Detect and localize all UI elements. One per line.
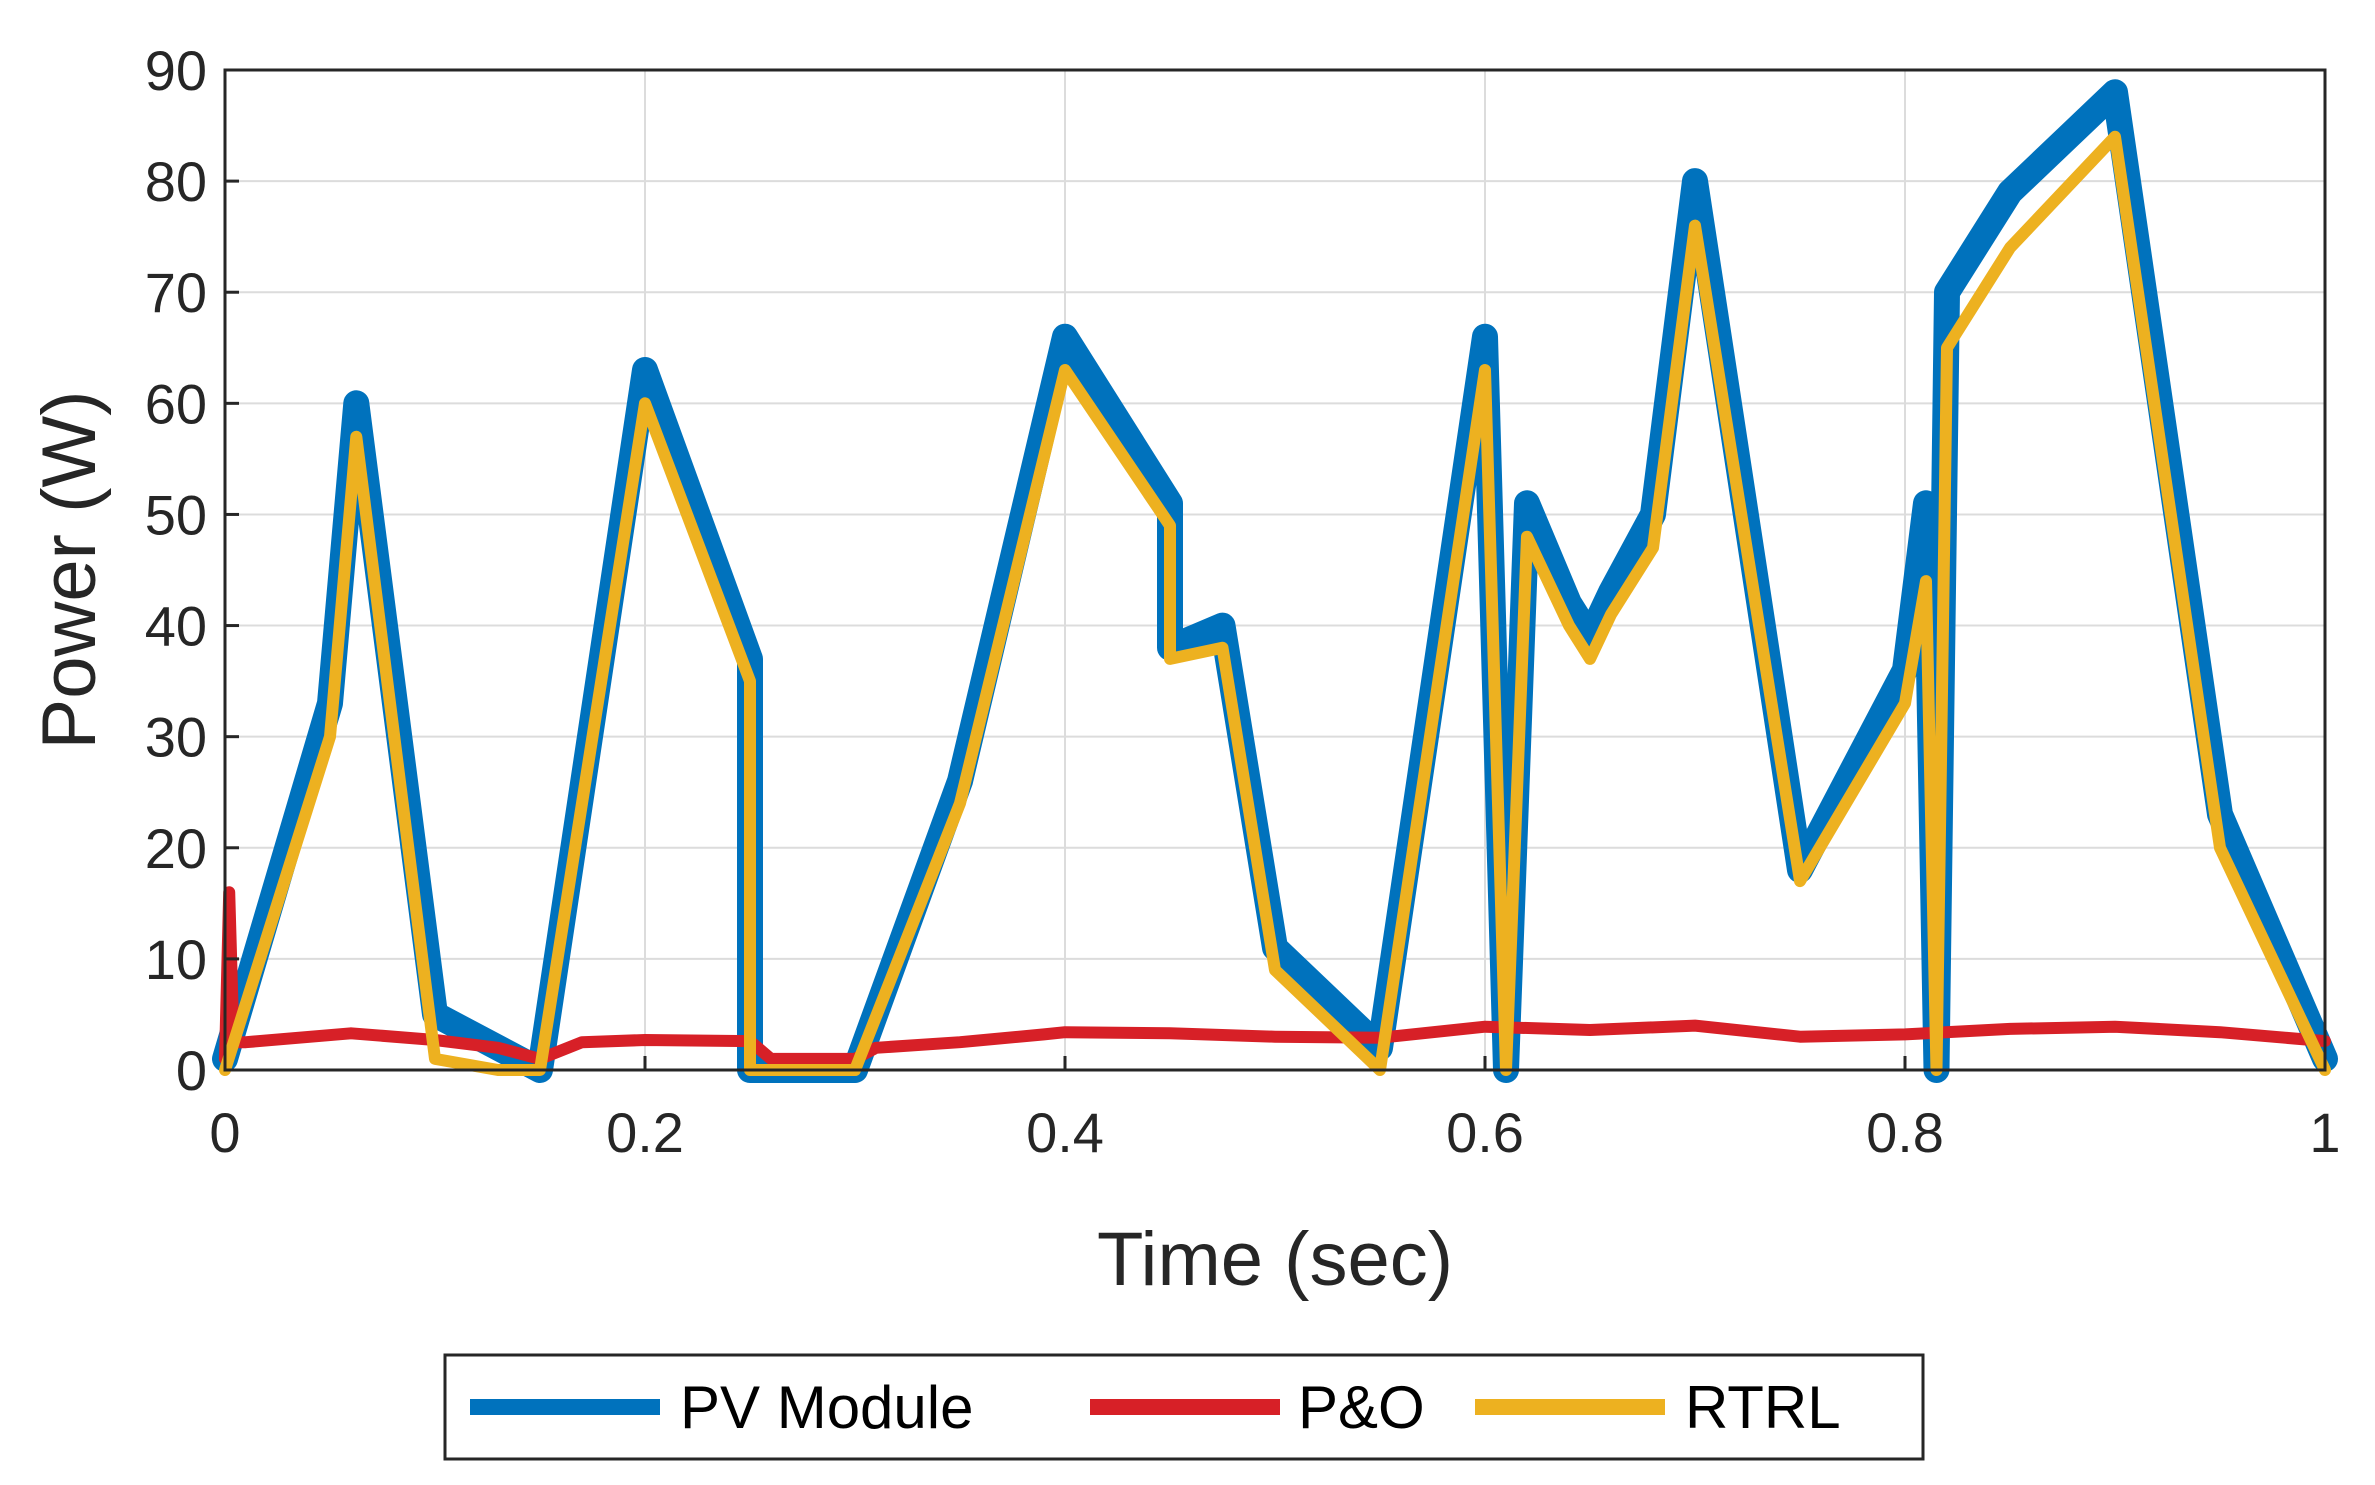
legend: PV Module P&O RTRL bbox=[443, 1353, 1925, 1461]
series-line-p-o bbox=[219, 886, 2331, 1065]
x-tick-label: 0.8 bbox=[1866, 1101, 1944, 1164]
y-tick-label: 50 bbox=[145, 483, 207, 546]
y-tick-label: 40 bbox=[145, 595, 207, 658]
legend-label: P&O bbox=[1298, 1374, 1425, 1441]
plot-frame bbox=[223, 68, 2327, 1072]
y-tick-label: 10 bbox=[145, 928, 207, 991]
x-axis-label: Time (sec) bbox=[1097, 1217, 1453, 1302]
y-axis-label: Power (W) bbox=[27, 391, 112, 750]
legend-label: PV Module bbox=[680, 1374, 974, 1441]
legend-label: RTRL bbox=[1685, 1374, 1841, 1441]
y-tick-label: 30 bbox=[145, 706, 207, 769]
y-tick-label: 90 bbox=[145, 39, 207, 102]
y-tick-label: 80 bbox=[145, 150, 207, 213]
x-tick-label: 0.2 bbox=[606, 1101, 684, 1164]
y-tick-label: 20 bbox=[145, 817, 207, 880]
x-tick-label: 1 bbox=[2309, 1101, 2340, 1164]
x-tick-label: 0 bbox=[209, 1101, 240, 1164]
series-line-rtrl bbox=[219, 130, 2331, 1076]
series-layer bbox=[212, 79, 2338, 1083]
y-tick-label: 60 bbox=[145, 372, 207, 435]
y-tick-label: 0 bbox=[176, 1039, 207, 1102]
x-tick-label: 0.4 bbox=[1026, 1101, 1104, 1164]
x-tick-label: 0.6 bbox=[1446, 1101, 1524, 1164]
y-tick-label: 70 bbox=[145, 261, 207, 324]
